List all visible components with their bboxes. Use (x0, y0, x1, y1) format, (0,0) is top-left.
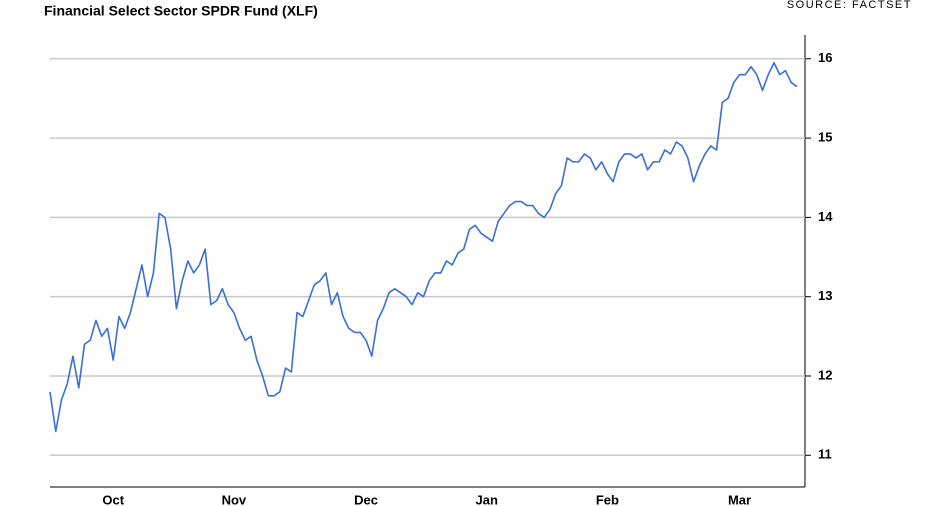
x-tick-label: Nov (222, 492, 247, 506)
price-line (49, 61, 798, 433)
x-tick-label: Feb (596, 492, 619, 506)
y-tick-label: 12 (818, 367, 832, 382)
source: SOURCE: FACTSET (787, 0, 912, 11)
x-tick-label: Jan (476, 492, 498, 506)
x-tick-label: Dec (354, 492, 378, 506)
y-tick-label: 14 (818, 209, 833, 224)
y-tick-label: 11 (818, 447, 832, 462)
y-tick-label: 16 (818, 50, 832, 65)
y-tick-label: 15 (818, 130, 832, 145)
y-tick-label: 13 (818, 288, 832, 303)
x-tick-label: Mar (728, 492, 751, 506)
chart-title: Financial Select Sector SPDR Fund (XLF) (44, 3, 318, 19)
x-tick-label: Oct (102, 492, 124, 506)
